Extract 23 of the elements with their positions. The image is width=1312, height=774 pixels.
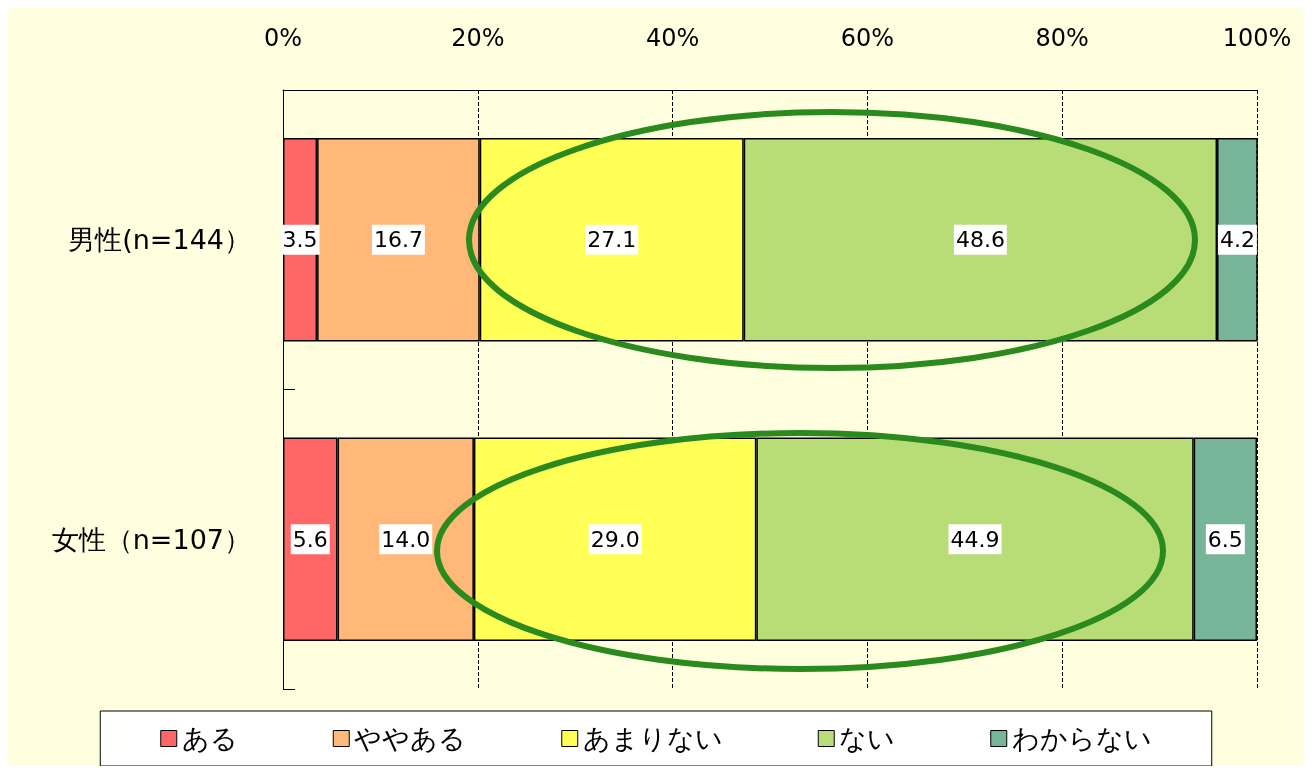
data-label: 29.0 [590, 526, 640, 552]
y-tick-label: 女性（n=107） [51, 523, 251, 555]
data-label: 3.5 [282, 227, 318, 253]
data-label: 48.6 [955, 227, 1005, 253]
data-label: 27.1 [587, 227, 637, 253]
x-tick-label: 40% [645, 24, 700, 52]
x-tick-label: 100% [1222, 24, 1292, 52]
y-tick-label: 男性(n=144） [68, 224, 251, 256]
data-label: 16.7 [373, 227, 423, 253]
x-tick-label: 60% [840, 24, 895, 52]
legend-label: ある [181, 723, 238, 754]
data-label: 6.5 [1207, 526, 1243, 552]
data-label: 4.2 [1219, 227, 1255, 253]
data-label: 14.0 [381, 526, 431, 552]
x-tick-label: 20% [451, 24, 505, 52]
legend-label: ない [839, 723, 896, 754]
x-tick-label: 80% [1035, 24, 1089, 52]
x-tick-label: 0% [263, 24, 303, 52]
legend-label: あまりない [582, 723, 723, 754]
legend-label: わからない [1011, 723, 1152, 754]
legend-label: ややある [354, 723, 467, 754]
data-label: 44.9 [950, 526, 1000, 552]
data-label: 5.6 [292, 526, 328, 552]
